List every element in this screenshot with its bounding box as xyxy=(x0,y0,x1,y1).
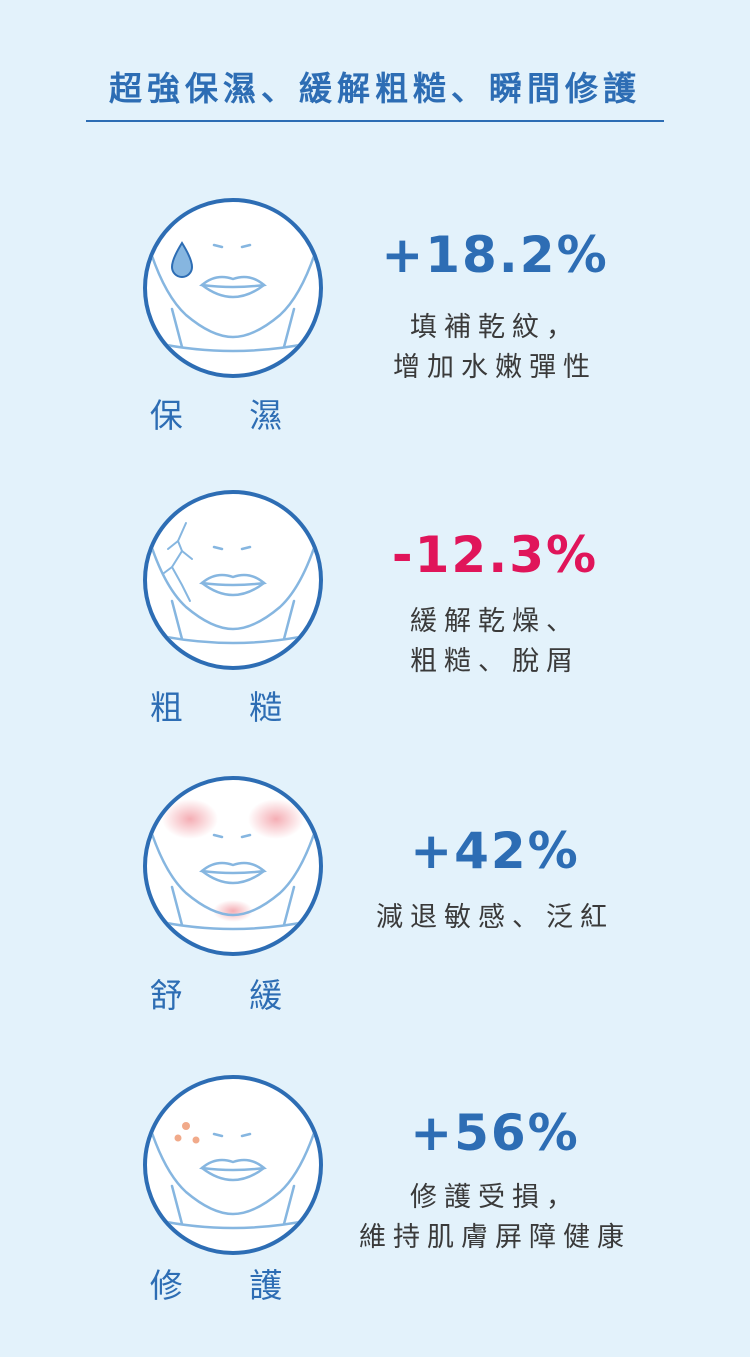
page-title: 超強保濕、緩解粗糙、瞬間修護 xyxy=(109,69,641,108)
benefit-label: 粗 糙 xyxy=(149,688,311,727)
benefit-desc-line: 增加水嫩彈性 xyxy=(393,352,597,383)
benefit-desc-line: 緩解乾燥、 xyxy=(410,606,580,637)
face-spots-icon xyxy=(142,1074,324,1256)
benefit-label: 舒 緩 xyxy=(149,976,311,1015)
benefit-description: 緩解乾燥、 粗糙、脫屑 xyxy=(330,602,660,682)
benefit-desc-line: 填補乾紋， xyxy=(410,312,580,343)
benefit-desc-line: 修護受損， xyxy=(410,1182,580,1213)
benefit-label: 保 濕 xyxy=(149,396,311,435)
benefit-description: 修護受損， 維持肌膚屏障健康 xyxy=(330,1178,660,1258)
title-divider xyxy=(86,120,664,122)
face-water-drop-icon xyxy=(142,197,324,379)
benefit-percent: +42% xyxy=(410,822,580,880)
face-cracked-skin-icon xyxy=(142,489,324,671)
benefit-percent: -12.3% xyxy=(391,526,599,584)
benefit-description: 減退敏感、泛紅 xyxy=(330,898,660,938)
benefit-desc-line: 減退敏感、泛紅 xyxy=(376,902,614,933)
benefit-percent: +18.2% xyxy=(381,226,609,284)
face-redness-icon xyxy=(142,775,324,957)
benefit-percent: +56% xyxy=(410,1104,580,1162)
benefit-description: 填補乾紋， 增加水嫩彈性 xyxy=(330,308,660,388)
benefit-desc-line: 粗糙、脫屑 xyxy=(410,646,580,677)
benefit-label: 修 護 xyxy=(149,1266,311,1305)
benefit-desc-line: 維持肌膚屏障健康 xyxy=(359,1222,631,1253)
